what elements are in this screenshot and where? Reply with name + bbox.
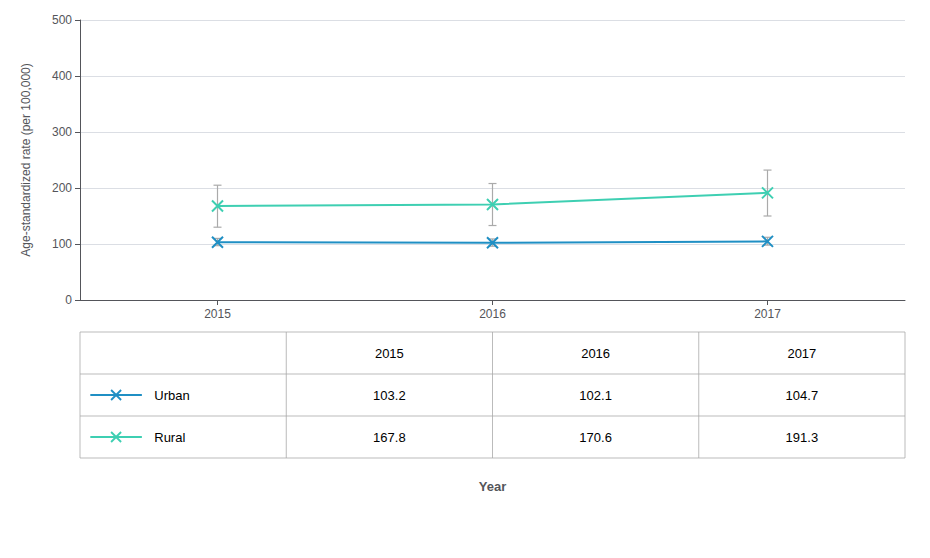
svg-text:Age-standardized rate (per 100: Age-standardized rate (per 100,000) bbox=[19, 63, 33, 256]
svg-text:2017: 2017 bbox=[754, 307, 781, 321]
svg-text:300: 300 bbox=[52, 125, 72, 139]
svg-text:100: 100 bbox=[52, 237, 72, 251]
svg-text:104.7: 104.7 bbox=[786, 388, 819, 403]
svg-text:Urban: Urban bbox=[154, 388, 189, 403]
svg-text:Rural: Rural bbox=[154, 430, 185, 445]
svg-text:200: 200 bbox=[52, 181, 72, 195]
svg-text:2015: 2015 bbox=[204, 307, 231, 321]
svg-text:102.1: 102.1 bbox=[579, 388, 612, 403]
svg-text:500: 500 bbox=[52, 13, 72, 27]
svg-text:Year: Year bbox=[479, 479, 506, 494]
svg-text:103.2: 103.2 bbox=[373, 388, 406, 403]
svg-text:2016: 2016 bbox=[581, 346, 610, 361]
svg-text:191.3: 191.3 bbox=[786, 430, 819, 445]
svg-text:167.8: 167.8 bbox=[373, 430, 406, 445]
svg-text:170.6: 170.6 bbox=[579, 430, 612, 445]
svg-text:2016: 2016 bbox=[479, 307, 506, 321]
svg-text:0: 0 bbox=[65, 293, 72, 307]
svg-text:2017: 2017 bbox=[787, 346, 816, 361]
svg-text:400: 400 bbox=[52, 69, 72, 83]
svg-text:2015: 2015 bbox=[375, 346, 404, 361]
